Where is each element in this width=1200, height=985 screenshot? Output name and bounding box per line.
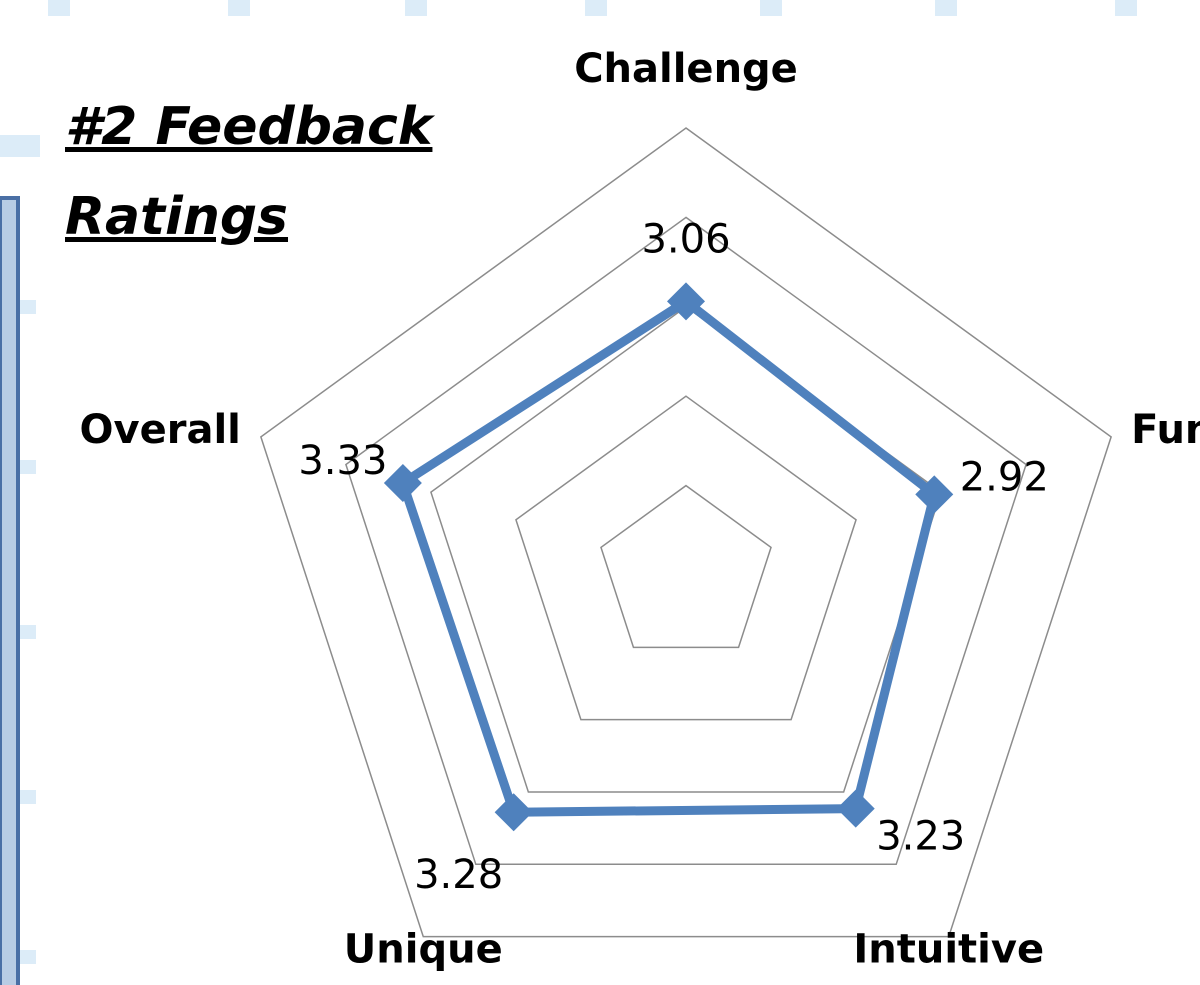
grid-ring <box>345 216 1027 866</box>
data-label: 3.28 <box>414 852 503 898</box>
data-label: 3.23 <box>876 814 965 860</box>
data-marker <box>383 464 422 503</box>
chart-title: #2 Feedback Ratings <box>65 97 433 247</box>
category-label: Challenge <box>574 46 798 92</box>
side-panel <box>0 196 20 985</box>
data-label: 2.92 <box>960 454 1049 500</box>
category-label: Unique <box>344 927 503 973</box>
data-label: 3.06 <box>641 216 730 262</box>
category-label: Overall <box>80 407 241 453</box>
grid-ring <box>515 395 857 721</box>
data-marker <box>667 282 705 321</box>
data-marker <box>915 475 954 514</box>
background-decoration <box>0 0 1137 964</box>
series-line <box>398 296 939 817</box>
grid-ring <box>259 127 1113 938</box>
grid-ring <box>600 484 772 649</box>
category-label: Intuitive <box>853 927 1044 973</box>
data-marker <box>494 793 533 832</box>
data-marker <box>836 789 875 828</box>
data-label: 3.33 <box>298 438 387 484</box>
category-label: Fun <box>1131 407 1200 453</box>
